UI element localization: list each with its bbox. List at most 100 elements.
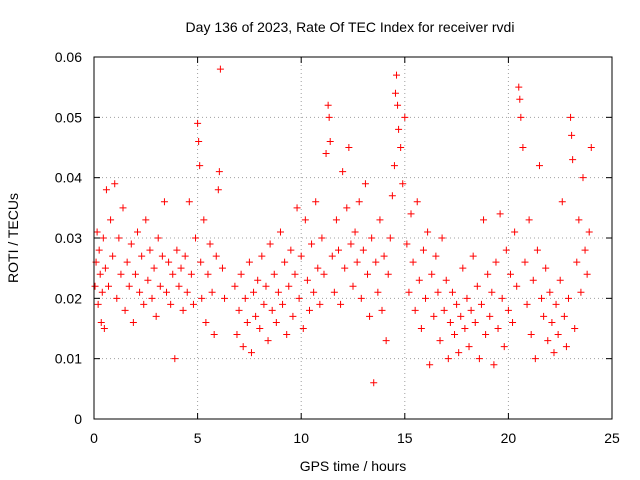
data-point bbox=[95, 246, 103, 254]
x-tick-label: 10 bbox=[293, 430, 309, 446]
data-point bbox=[415, 276, 423, 284]
data-point bbox=[411, 306, 419, 314]
data-point bbox=[113, 294, 121, 302]
y-tick-label: 0.06 bbox=[55, 49, 82, 65]
data-point bbox=[380, 252, 388, 260]
data-point bbox=[105, 282, 113, 290]
data-point bbox=[558, 198, 566, 206]
data-point bbox=[146, 246, 154, 254]
y-tick-label: 0 bbox=[74, 411, 82, 427]
data-point bbox=[101, 264, 109, 272]
data-point bbox=[283, 331, 291, 339]
data-point bbox=[185, 198, 193, 206]
data-point bbox=[210, 331, 218, 339]
data-point bbox=[262, 282, 270, 290]
data-point bbox=[564, 294, 572, 302]
data-point bbox=[361, 180, 369, 188]
data-point bbox=[446, 318, 454, 326]
data-point bbox=[484, 270, 492, 278]
data-point bbox=[399, 180, 407, 188]
data-point bbox=[511, 228, 519, 236]
data-point bbox=[498, 294, 506, 302]
data-point bbox=[221, 294, 229, 302]
x-axis-label: GPS time / hours bbox=[300, 458, 407, 474]
data-point bbox=[171, 355, 179, 363]
data-point bbox=[247, 349, 255, 357]
data-point bbox=[339, 168, 347, 176]
data-point bbox=[97, 318, 105, 326]
data-point bbox=[496, 210, 504, 218]
data-point bbox=[109, 252, 117, 260]
data-point bbox=[138, 252, 146, 260]
data-point bbox=[444, 355, 452, 363]
data-point bbox=[407, 210, 415, 218]
data-point bbox=[160, 198, 168, 206]
data-point bbox=[453, 300, 461, 308]
data-point bbox=[297, 252, 305, 260]
data-point bbox=[150, 264, 158, 272]
data-point bbox=[393, 71, 401, 79]
data-point bbox=[457, 312, 465, 320]
data-point bbox=[569, 156, 577, 164]
data-point bbox=[413, 198, 421, 206]
data-point bbox=[434, 288, 442, 296]
data-point bbox=[382, 337, 390, 345]
data-point bbox=[480, 216, 488, 224]
data-point bbox=[529, 276, 537, 284]
data-point bbox=[403, 240, 411, 248]
data-point bbox=[200, 216, 208, 224]
data-point bbox=[390, 162, 398, 170]
data-point bbox=[231, 282, 239, 290]
data-point bbox=[154, 234, 162, 242]
data-point bbox=[183, 288, 191, 296]
data-point bbox=[136, 288, 144, 296]
data-point bbox=[504, 306, 512, 314]
data-point bbox=[494, 325, 502, 332]
data-point bbox=[148, 294, 156, 302]
y-axis-label: ROTI / TECUs bbox=[5, 193, 21, 283]
data-point bbox=[156, 282, 164, 290]
x-tick-label: 20 bbox=[501, 430, 517, 446]
data-point bbox=[451, 331, 459, 339]
data-point bbox=[93, 228, 101, 236]
data-point bbox=[303, 276, 311, 284]
data-point bbox=[538, 294, 546, 302]
data-point bbox=[107, 216, 115, 224]
data-point bbox=[208, 288, 216, 296]
data-point bbox=[258, 252, 266, 260]
data-point bbox=[492, 258, 500, 266]
data-point bbox=[397, 144, 405, 151]
data-point bbox=[463, 294, 471, 302]
data-point bbox=[96, 270, 104, 278]
data-point bbox=[196, 162, 204, 170]
data-point bbox=[345, 144, 353, 151]
data-point bbox=[233, 331, 241, 339]
data-point bbox=[256, 325, 264, 332]
data-point bbox=[409, 258, 417, 266]
data-point bbox=[127, 240, 135, 248]
data-point bbox=[314, 264, 322, 272]
data-points bbox=[91, 65, 595, 387]
data-point bbox=[204, 270, 212, 278]
data-point bbox=[102, 186, 110, 194]
data-point bbox=[121, 306, 129, 314]
data-point bbox=[430, 312, 438, 320]
data-point bbox=[119, 204, 127, 212]
data-point bbox=[527, 331, 535, 339]
data-point bbox=[376, 216, 384, 224]
x-tick-label: 15 bbox=[397, 430, 413, 446]
data-point bbox=[216, 65, 224, 73]
data-point bbox=[301, 216, 309, 224]
data-point bbox=[486, 312, 494, 320]
data-point bbox=[428, 270, 436, 278]
data-point bbox=[455, 349, 463, 357]
data-point bbox=[245, 258, 253, 266]
data-point bbox=[250, 288, 258, 296]
x-tick-label: 0 bbox=[90, 430, 98, 446]
data-point bbox=[169, 270, 177, 278]
data-point bbox=[287, 246, 295, 254]
chart-title: Day 136 of 2023, Rate Of TEC Index for r… bbox=[186, 19, 515, 35]
data-point bbox=[254, 276, 262, 284]
data-point bbox=[349, 282, 357, 290]
